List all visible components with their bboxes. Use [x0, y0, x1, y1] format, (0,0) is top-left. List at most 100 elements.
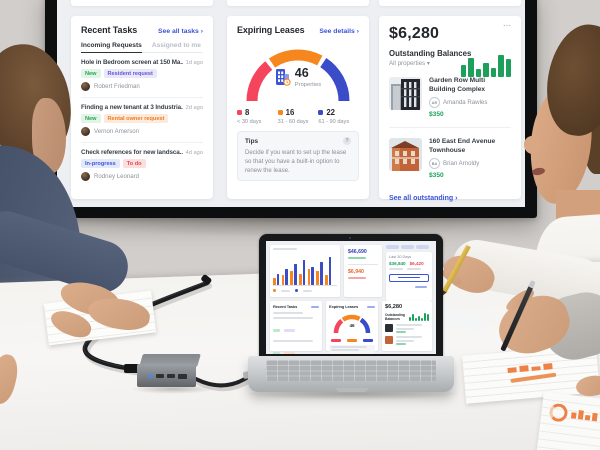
task-person-name: Vernon Amerson	[94, 128, 140, 135]
expiring-leases-card: Expiring Leases See details ›	[227, 16, 369, 199]
task-item[interactable]: Check references for new landsca... 4d a…	[81, 143, 203, 187]
balance-amount: $350	[429, 110, 444, 118]
dock-led-indicator	[149, 375, 152, 378]
overflow-menu-icon[interactable]: ⋯	[503, 21, 512, 30]
cutoff-card-top-left	[71, 0, 213, 6]
task-title: Finding a new tenant at 3 Industria...	[81, 104, 183, 111]
properties-icon	[275, 68, 291, 86]
outstanding-item[interactable]: 160 East End Avenue Townhouse BA Brian A…	[389, 137, 511, 188]
laptop-nav-pill	[386, 245, 399, 249]
laptop-recent-tasks-title: Recent Tasks	[273, 304, 298, 309]
task-title: Hole in Bedroom screen at 150 Ma...	[81, 59, 183, 66]
task-person-name: Rodney Leonard	[94, 173, 140, 180]
corner-paper-with-chart	[536, 391, 600, 450]
laptop-revenue: $46,690	[348, 249, 367, 255]
legend-0-30: 8 < 30 days	[237, 108, 278, 125]
outstanding-item[interactable]: Garden Row Multi Building Complex AR Ama…	[389, 77, 511, 128]
see-all-tasks-link[interactable]: See all tasks ›	[158, 28, 203, 35]
dock-shadow	[130, 384, 216, 394]
legend-dot-blue	[295, 289, 298, 292]
laptop-outstanding-amount: $6,280	[385, 304, 403, 310]
usb-port	[167, 374, 175, 378]
laptop-recent-tasks-card: Recent Tasks	[270, 301, 322, 354]
property-name: Garden Row Multi Building Complex	[429, 77, 486, 93]
outstanding-mini-bar-chart	[460, 53, 511, 77]
tab-incoming-requests[interactable]: Incoming Requests	[81, 42, 142, 53]
gauge-total-label: Properties	[294, 81, 322, 88]
laptop-outstanding-title: Outstanding Balances	[385, 313, 405, 321]
laptop-blue-button	[389, 273, 429, 282]
legend-31-60: 16 31 - 60 days	[277, 108, 319, 125]
help-icon[interactable]: ?	[343, 137, 351, 145]
paper-orange-bars	[507, 363, 553, 374]
task-item[interactable]: Finding a new tenant at 3 Industria... 2…	[81, 98, 203, 143]
building-photo-townhouse	[389, 137, 422, 171]
last30-expense: $6,420	[409, 261, 424, 266]
tab-assigned-to-me[interactable]: Assigned to me	[151, 42, 201, 49]
balance-amount: $350	[429, 171, 444, 179]
contact-name: Brian Arnoldy	[443, 160, 480, 168]
paper-orange-line	[510, 372, 557, 383]
usb-port	[156, 374, 164, 378]
laptop-financial-summary-card: $46,690 $6,940	[344, 245, 382, 297]
paper-donut-chart	[548, 402, 569, 423]
initials-badge: BA	[429, 158, 440, 170]
task-time: 1d ago	[185, 60, 203, 66]
legend-dot-blue	[318, 110, 324, 115]
laptop-grouped-bar-chart	[273, 255, 337, 286]
property-filter-dropdown[interactable]: All properties ▾	[389, 60, 430, 67]
contact-name: Amanda Rawles	[443, 99, 488, 107]
laptop-right-column: Last 30 Days $36,840 $6,420	[386, 245, 432, 301]
tag-to-do: To do	[122, 159, 146, 168]
laptop-outstanding-card: $6,280 Outstanding Balances	[382, 301, 432, 351]
tips-box: Tips ? Decide if you want to set up the …	[237, 131, 359, 182]
laptop-gauge-total: 46	[349, 323, 355, 328]
legend-dot-orange	[277, 110, 283, 115]
laptop-screen-dashboard: $46,690 $6,940 Last 30 Days $36,840 $6,4…	[266, 241, 436, 354]
legend-value: 8	[245, 108, 250, 117]
legend-61-90: 22 61 - 90 days	[318, 108, 359, 125]
tips-body: Decide if you want to set up the lease s…	[245, 149, 347, 175]
last-30-days-title: Last 30 Days	[389, 255, 412, 259]
laptop-gauge	[333, 314, 371, 334]
legend-dot-red	[237, 110, 242, 115]
sd-card-slot	[178, 374, 187, 379]
see-details-link[interactable]: See details ›	[319, 28, 359, 35]
laptop-nav-pill	[401, 245, 414, 249]
tag-rental-owner-request: Rental owner request	[103, 114, 169, 123]
legend-value: 22	[326, 108, 336, 117]
tag-in-progress: In-progress	[81, 159, 120, 168]
property-name: 160 East End Avenue Townhouse	[429, 137, 496, 154]
avatar	[81, 82, 90, 91]
laptop-expiring-leases-title: Expiring Leases	[329, 304, 359, 309]
task-person-name: Robert Friedman	[94, 83, 140, 90]
avatar	[81, 172, 90, 181]
property-photo	[389, 137, 422, 171]
laptop-bar-chart-card	[270, 245, 340, 297]
property-photo	[389, 77, 422, 110]
laptop-webcam	[349, 237, 351, 239]
tasks-tabs: Incoming Requests Assigned to me	[81, 42, 203, 53]
cutoff-card-top-middle	[227, 0, 369, 6]
legend-range: < 30 days	[237, 119, 262, 125]
tag-resident-request: Resident request	[103, 69, 157, 78]
laptop-keyboard	[266, 360, 436, 381]
see-all-outstanding-link[interactable]: See all outstanding ›	[389, 194, 458, 202]
outstanding-balances-card: ⋯ $6,280 Outstanding Balances All proper…	[379, 16, 521, 202]
building-photo-dark	[389, 77, 422, 110]
laptop-nav-pill	[416, 245, 429, 249]
task-time: 2d ago	[185, 105, 203, 111]
avatar	[81, 127, 90, 136]
laptop-expenses: $6,940	[348, 269, 364, 275]
laptop-green-bars	[409, 311, 429, 321]
recent-tasks-title: Recent Tasks	[81, 25, 138, 35]
task-title: Check references for new landsca...	[81, 149, 183, 156]
cutoff-card-top-right	[379, 0, 521, 6]
legend-value: 16	[285, 108, 295, 117]
legend-dot-orange	[273, 289, 276, 292]
laptop-last-30-days-card: Last 30 Days $36,840 $6,420	[386, 252, 432, 301]
task-item[interactable]: Hole in Bedroom screen at 150 Ma... 1d a…	[81, 53, 203, 98]
paper-bar-chart	[570, 409, 598, 422]
tag-new: New	[81, 69, 101, 78]
